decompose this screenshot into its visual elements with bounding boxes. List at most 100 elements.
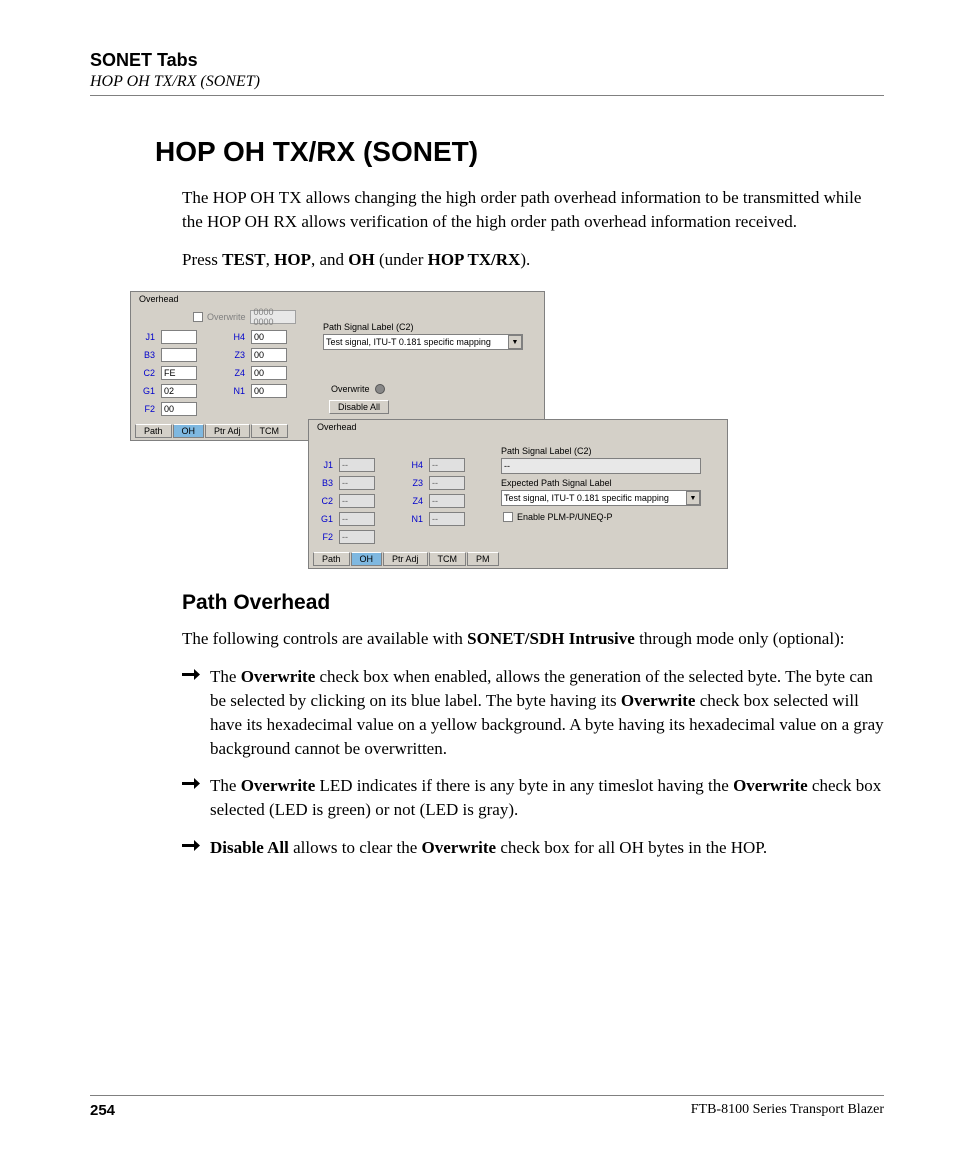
- psl-value: Test signal, ITU-T 0.181 specific mappin…: [326, 337, 491, 347]
- tab-path[interactable]: Path: [135, 424, 172, 438]
- byte-label[interactable]: F2: [141, 404, 155, 414]
- text-run: HOP TX/RX: [428, 250, 521, 269]
- byte-label[interactable]: H4: [409, 460, 423, 470]
- byte-label[interactable]: J1: [141, 332, 155, 342]
- overwrite-led-icon: [375, 384, 385, 394]
- psl-value: --: [504, 461, 510, 471]
- byte-value: --: [429, 476, 465, 490]
- overwrite-checkbox[interactable]: [193, 312, 203, 322]
- byte-row: C2--: [319, 494, 375, 508]
- byte-row: F2--: [319, 530, 375, 544]
- byte-row: Z4 --: [409, 494, 465, 508]
- page-number: 254: [90, 1102, 115, 1119]
- text-run: ,: [266, 250, 275, 269]
- group-label: Overhead: [317, 422, 357, 432]
- byte-row: Z3 --: [409, 476, 465, 490]
- overwrite-value: 0000 0000: [250, 310, 296, 324]
- byte-value: --: [429, 458, 465, 472]
- press-instruction: Press TEST, HOP, and OH (under HOP TX/RX…: [182, 248, 884, 272]
- byte-label[interactable]: N1: [231, 386, 245, 396]
- tab-oh[interactable]: OH: [173, 424, 205, 438]
- byte-label[interactable]: N1: [409, 514, 423, 524]
- tab-tcm[interactable]: TCM: [429, 552, 467, 566]
- list-item: The Overwrite check box when enabled, al…: [182, 665, 884, 760]
- intro-paragraph: The HOP OH TX allows changing the high o…: [182, 186, 884, 234]
- text-run: , and: [311, 250, 348, 269]
- byte-value[interactable]: [161, 348, 197, 362]
- byte-row: C2 FE: [141, 366, 197, 380]
- text-run: The: [210, 667, 241, 686]
- byte-label[interactable]: C2: [141, 368, 155, 378]
- enable-plm-label: Enable PLM-P/UNEQ-P: [517, 512, 613, 522]
- chevron-down-icon: ▼: [686, 491, 700, 505]
- byte-row: B3--: [319, 476, 375, 490]
- byte-row: B3: [141, 348, 197, 362]
- tab-oh[interactable]: OH: [351, 552, 383, 566]
- byte-row: G1 --: [319, 512, 375, 526]
- disable-all-button[interactable]: Disable All: [329, 400, 389, 414]
- byte-value[interactable]: 00: [251, 348, 287, 362]
- text-run: Overwrite: [733, 776, 808, 795]
- text-run: Overwrite: [241, 776, 316, 795]
- text-run: (under: [375, 250, 428, 269]
- tab-ptr-adj[interactable]: Ptr Adj: [205, 424, 250, 438]
- bullet-text: Disable All allows to clear the Overwrit…: [210, 836, 884, 860]
- byte-value[interactable]: 02: [161, 384, 197, 398]
- byte-value[interactable]: FE: [161, 366, 197, 380]
- text-run: Overwrite: [621, 691, 696, 710]
- text-run: The following controls are available wit…: [182, 629, 467, 648]
- byte-label[interactable]: Z4: [231, 368, 245, 378]
- byte-label[interactable]: C2: [319, 496, 333, 506]
- overwrite-label: Overwrite: [207, 312, 246, 322]
- byte-value[interactable]: [161, 330, 197, 344]
- bullet-arrow-icon: [182, 836, 210, 860]
- byte-label[interactable]: J1: [319, 460, 333, 470]
- byte-label[interactable]: Z3: [231, 350, 245, 360]
- byte-label[interactable]: B3: [141, 350, 155, 360]
- tab-pm[interactable]: PM: [467, 552, 499, 566]
- byte-row: J1: [141, 330, 197, 344]
- byte-label[interactable]: Z3: [409, 478, 423, 488]
- tab-path[interactable]: Path: [313, 552, 350, 566]
- byte-value[interactable]: 00: [251, 366, 287, 380]
- list-item: The Overwrite LED indicates if there is …: [182, 774, 884, 822]
- enable-plm-checkbox[interactable]: [503, 512, 513, 522]
- text-run: allows to clear the: [289, 838, 422, 857]
- byte-label[interactable]: F2: [319, 532, 333, 542]
- byte-value[interactable]: 00: [251, 384, 287, 398]
- byte-label[interactable]: G1: [141, 386, 155, 396]
- psl-label: Path Signal Label (C2): [323, 322, 414, 332]
- enable-plm-row: Enable PLM-P/UNEQ-P: [503, 512, 613, 522]
- tab-ptr-adj[interactable]: Ptr Adj: [383, 552, 428, 566]
- bullet-text: The Overwrite LED indicates if there is …: [210, 774, 884, 822]
- text-run: Disable All: [210, 838, 289, 857]
- expected-psl-dropdown[interactable]: Test signal, ITU-T 0.181 specific mappin…: [501, 490, 701, 506]
- bullet-arrow-icon: [182, 665, 210, 760]
- expected-psl-value: Test signal, ITU-T 0.181 specific mappin…: [504, 493, 669, 503]
- byte-row: H4 --: [409, 458, 465, 472]
- byte-value[interactable]: 00: [251, 330, 287, 344]
- byte-value[interactable]: 00: [161, 402, 197, 416]
- page-footer: 254 FTB-8100 Series Transport Blazer: [90, 1095, 884, 1119]
- byte-row: F2 00: [141, 402, 197, 416]
- byte-value: --: [429, 494, 465, 508]
- byte-label[interactable]: Z4: [409, 496, 423, 506]
- byte-label[interactable]: H4: [231, 332, 245, 342]
- tab-tcm[interactable]: TCM: [251, 424, 289, 438]
- psl-readout: --: [501, 458, 701, 474]
- byte-label[interactable]: G1: [319, 514, 333, 524]
- section-title: Path Overhead: [182, 591, 884, 615]
- bullet-list: The Overwrite check box when enabled, al…: [182, 665, 884, 860]
- byte-value: --: [339, 512, 375, 526]
- page-header: SONET Tabs HOP OH TX/RX (SONET): [90, 50, 884, 96]
- overwrite-checkbox-row: Overwrite 0000 0000: [193, 310, 296, 324]
- rx-overhead-window: Overhead Path Signal Label (C2) -- Expec…: [308, 419, 728, 569]
- text-run: LED indicates if there is any byte in an…: [315, 776, 733, 795]
- tab-bar: PathOHPtr AdjTCMPM: [313, 552, 499, 566]
- byte-value: --: [429, 512, 465, 526]
- footer-product: FTB-8100 Series Transport Blazer: [691, 1102, 884, 1119]
- psl-dropdown[interactable]: Test signal, ITU-T 0.181 specific mappin…: [323, 334, 523, 350]
- text-run: check box for all OH bytes in the HOP.: [496, 838, 767, 857]
- psl-label: Path Signal Label (C2): [501, 446, 592, 456]
- byte-label[interactable]: B3: [319, 478, 333, 488]
